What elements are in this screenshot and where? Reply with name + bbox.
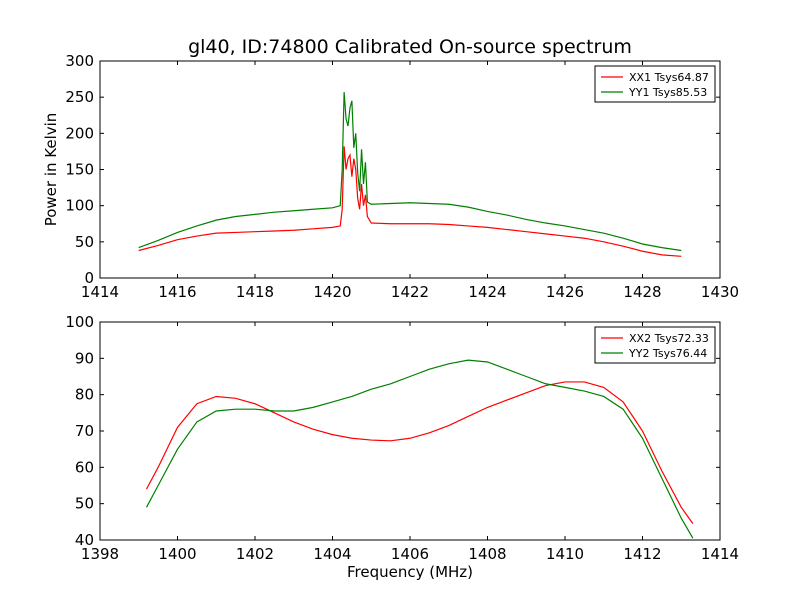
series-line-yy: [145, 359, 694, 539]
legend-label: XX1 Tsys64.87: [629, 71, 709, 84]
chart-title: gl40, ID:74800 Calibrated On-source spec…: [188, 36, 632, 58]
x-tick-label: 1430: [701, 283, 739, 301]
y-tick-label: 70: [75, 422, 94, 440]
x-tick-label: 1414: [81, 283, 119, 301]
legend-label: XX2 Tsys72.33: [629, 332, 709, 345]
y-tick-label: 90: [75, 349, 94, 367]
x-tick-label: 1410: [546, 545, 584, 563]
y-tick-label: 300: [65, 52, 94, 70]
y-tick-label: 100: [65, 313, 94, 331]
y-tick-label: 80: [75, 386, 94, 404]
y-tick-label: 200: [65, 124, 94, 142]
y-tick-label: 100: [65, 197, 94, 215]
y-tick-label: 40: [75, 531, 94, 549]
x-tick-label: 1420: [313, 283, 351, 301]
y-axis-label: Power in Kelvin: [42, 113, 60, 227]
legend-box: [594, 326, 716, 364]
legend-label: YY1 Tsys85.53: [628, 86, 707, 99]
y-tick-label: 150: [65, 161, 94, 179]
x-tick-label: 1398: [81, 545, 119, 563]
x-tick-label: 1404: [313, 545, 351, 563]
y-tick-label: 50: [75, 495, 94, 513]
y-tick-label: 0: [84, 269, 94, 287]
x-tick-label: 1416: [158, 283, 196, 301]
legend: XX2 Tsys72.33 YY2 Tsys76.44: [594, 326, 716, 364]
top-panel: 1414 1416 1418 1420 1422 1424 1426 1428 1430 0 50 1…: [42, 52, 739, 301]
legend-box: [594, 65, 716, 103]
x-tick-label: 1418: [236, 283, 274, 301]
series-line-xx: [138, 146, 682, 257]
x-tick-label: 1424: [468, 283, 506, 301]
x-tick-label: 1402: [236, 545, 274, 563]
y-tick-label: 50: [75, 233, 94, 251]
series-line-yy: [138, 92, 682, 252]
x-tick-label: 1406: [391, 545, 429, 563]
series-line-xx: [145, 381, 694, 524]
bottom-panel: 1398 1400 1402 1404 1406 1408 1410 1412 1414 40 50…: [65, 313, 739, 581]
x-tick-label: 1414: [701, 545, 739, 563]
x-tick-label: 1412: [623, 545, 661, 563]
x-tick-label: 1408: [468, 545, 506, 563]
y-tick-label: 60: [75, 458, 94, 476]
x-axis-label: Frequency (MHz): [347, 563, 473, 581]
legend-label: YY2 Tsys76.44: [628, 347, 707, 360]
x-tick-label: 1426: [546, 283, 584, 301]
x-tick-label: 1400: [158, 545, 196, 563]
x-tick-label: 1422: [391, 283, 429, 301]
legend: XX1 Tsys64.87 YY1 Tsys85.53: [594, 65, 716, 103]
x-tick-label: 1428: [623, 283, 661, 301]
y-tick-label: 250: [65, 88, 94, 106]
